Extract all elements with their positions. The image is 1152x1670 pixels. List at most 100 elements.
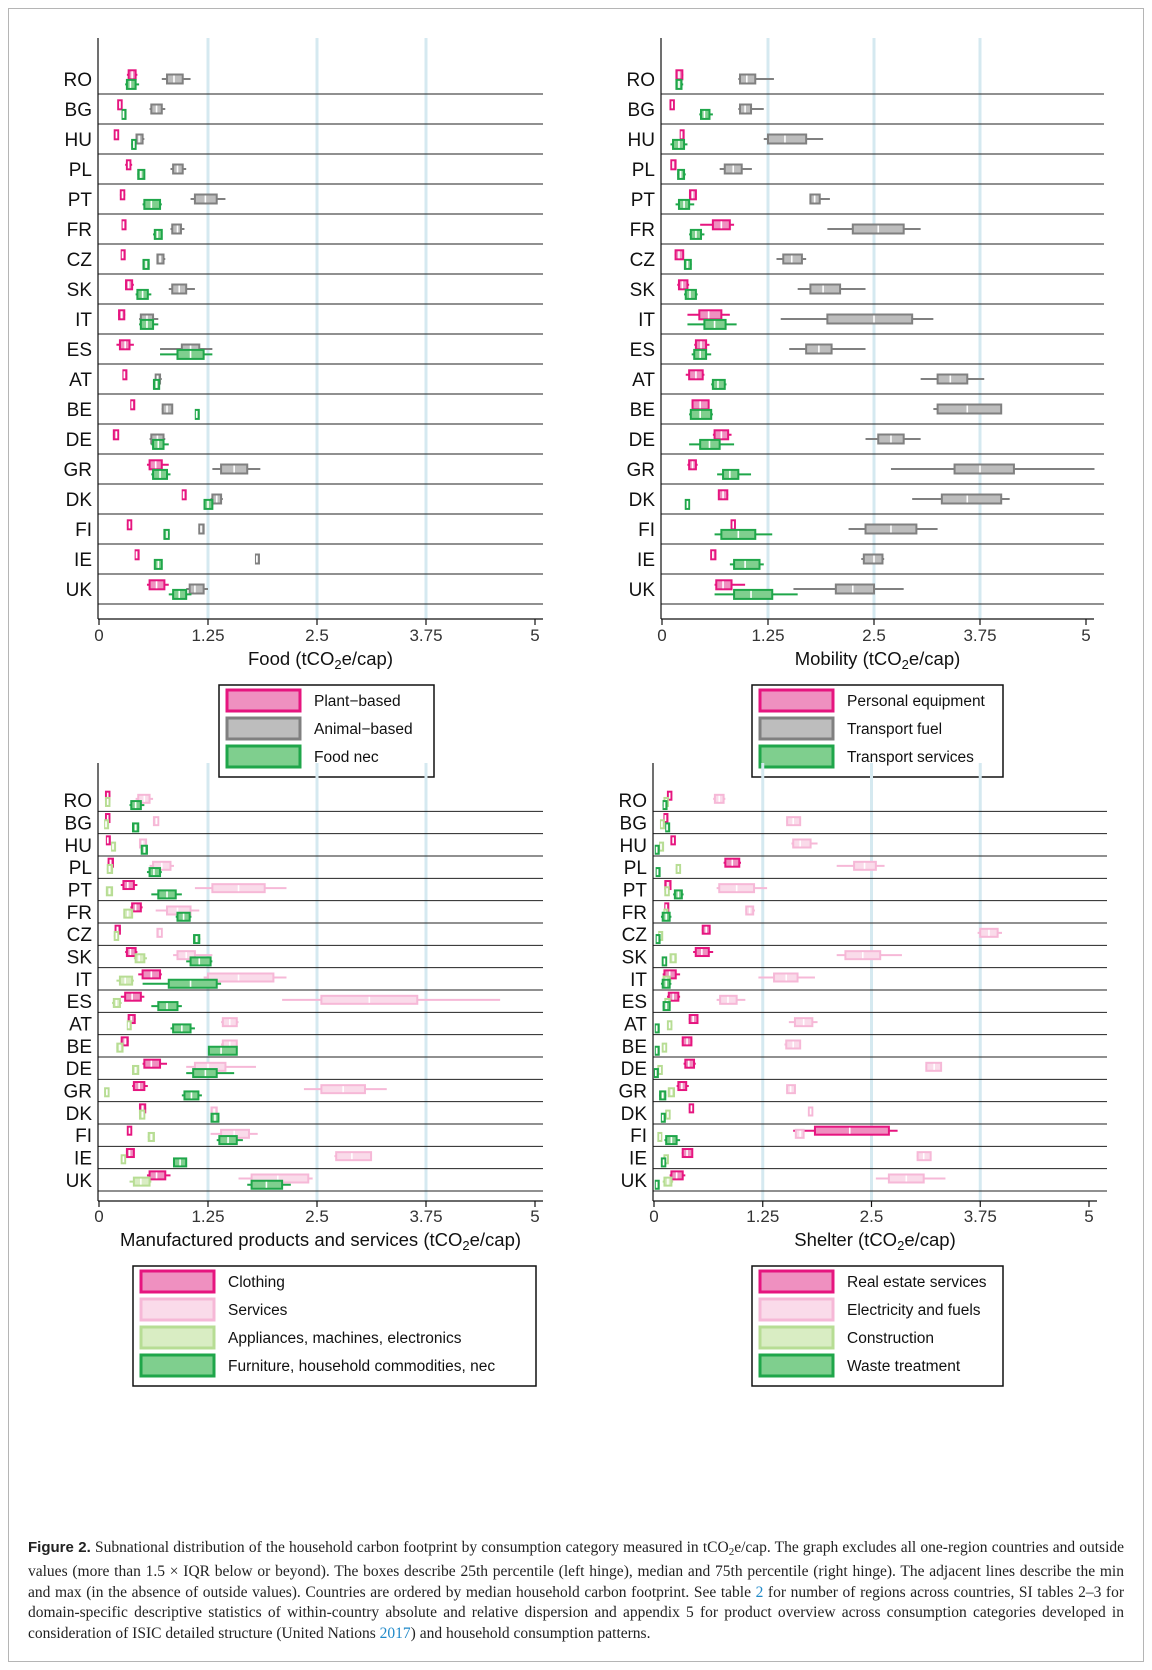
country-label: BG xyxy=(65,814,92,835)
country-label: BG xyxy=(628,100,655,121)
box-construction-hu xyxy=(659,841,665,852)
box-furniture-household-commodities-nec-de xyxy=(186,1068,235,1079)
country-label: IE xyxy=(637,550,655,571)
country-label: FR xyxy=(622,903,647,924)
country-label: BE xyxy=(630,400,655,421)
box-personal-equipment-ro xyxy=(675,69,684,81)
box-waste-treatment-be xyxy=(654,1045,660,1056)
legend-swatch xyxy=(758,716,835,741)
box-animal-based-pl xyxy=(170,163,187,175)
legend-label: Food nec xyxy=(314,749,379,766)
box-real-estate-services-hu xyxy=(670,835,676,846)
box xyxy=(722,468,740,480)
box-clothing-it xyxy=(138,969,162,980)
country-label: CZ xyxy=(67,925,93,946)
box-transport-fuel-be xyxy=(933,403,1003,415)
box-plant-based-de xyxy=(112,429,120,441)
box-waste-treatment-bg xyxy=(665,822,671,833)
box-services-be xyxy=(221,1039,238,1050)
legend-swatch xyxy=(758,1269,835,1294)
box xyxy=(715,579,733,591)
box xyxy=(684,288,697,300)
box xyxy=(809,283,842,295)
country-label: GR xyxy=(627,460,656,481)
box-personal-equipment-at xyxy=(685,369,705,381)
box-clothing-fr xyxy=(130,902,143,913)
box xyxy=(739,73,757,85)
box xyxy=(171,223,182,235)
box-furniture-household-commodities-nec-sk xyxy=(186,956,213,967)
box-transport-fuel-gr xyxy=(890,463,1095,475)
legend-label: Animal−based xyxy=(314,721,413,738)
box-personal-equipment-pl xyxy=(670,159,677,171)
box-services-es xyxy=(282,994,501,1005)
box-services-pt xyxy=(194,883,287,894)
box-construction-sk xyxy=(669,953,677,964)
box xyxy=(157,1001,179,1012)
caption-citation-link[interactable]: 2017 xyxy=(379,1624,411,1642)
country-label: PT xyxy=(631,190,656,211)
box-waste-treatment-pl xyxy=(655,867,661,878)
box-clothing-de xyxy=(142,1058,168,1069)
box-transport-services-bg xyxy=(699,108,713,120)
box-electricity-and-fuels-at xyxy=(788,1017,818,1028)
box-plant-based-pl xyxy=(125,159,133,171)
country-label: GR xyxy=(619,1082,648,1103)
country-label: CZ xyxy=(67,250,93,271)
box-personal-equipment-de xyxy=(712,429,732,441)
box xyxy=(677,279,689,291)
legend-swatch xyxy=(139,1269,216,1294)
box xyxy=(733,558,761,570)
x-axis-title: Food (tCO2e/cap) xyxy=(248,648,393,672)
box-personal-equipment-uk xyxy=(714,579,746,591)
box-clothing-gr xyxy=(132,1081,148,1092)
x-tick-label: 5 xyxy=(530,626,539,645)
box-waste-treatment-es xyxy=(662,1001,671,1012)
box-real-estate-services-ie xyxy=(681,1148,694,1159)
box-transport-fuel-bg xyxy=(738,103,764,115)
x-tick-label: 0 xyxy=(649,1207,658,1226)
country-label: ES xyxy=(622,992,647,1013)
country-label: DK xyxy=(66,1104,93,1125)
box-real-estate-services-ro xyxy=(666,790,673,801)
box-animal-based-bg xyxy=(149,103,166,115)
x-tick-label: 5 xyxy=(1084,1207,1093,1226)
box-real-estate-services-dk xyxy=(688,1103,695,1114)
box-food-nec-fi xyxy=(163,528,170,540)
country-label: BG xyxy=(65,100,92,121)
country-label: ES xyxy=(630,340,655,361)
x-axis-title: Manufactured products and services (tCO2… xyxy=(120,1229,521,1253)
box-food-nec-de xyxy=(151,438,169,450)
box xyxy=(940,493,1003,505)
country-label: HU xyxy=(65,836,92,857)
country-label: SK xyxy=(630,280,656,301)
legend-label: Personal equipment xyxy=(847,693,986,710)
box-food-nec-it xyxy=(139,318,159,330)
box-furniture-household-commodities-nec-ro xyxy=(129,800,145,811)
box-plant-based-gr xyxy=(146,459,169,471)
box-plant-based-fi xyxy=(126,519,133,531)
box-food-nec-pl xyxy=(137,168,146,180)
box-services-sk xyxy=(173,950,213,961)
box-waste-treatment-at xyxy=(654,1023,660,1034)
caption-text-4: ) and household consumption patterns. xyxy=(410,1624,651,1642)
country-label: IE xyxy=(629,1149,647,1170)
country-label: PT xyxy=(68,190,93,211)
box-waste-treatment-ie xyxy=(660,1157,667,1168)
legend-label: Transport fuel xyxy=(847,721,942,738)
country-label: CZ xyxy=(622,925,648,946)
box-electricity-and-fuels-uk xyxy=(875,1173,946,1184)
box-transport-fuel-ie xyxy=(861,553,885,565)
country-label: ES xyxy=(67,340,92,361)
box-furniture-household-commodities-nec-ie xyxy=(172,1157,188,1168)
country-label: PT xyxy=(68,881,93,902)
country-label: AT xyxy=(69,370,92,391)
country-label: IT xyxy=(630,970,647,991)
box-plant-based-fr xyxy=(121,219,127,231)
box-appliances-machines-electronics-dk xyxy=(138,1109,146,1120)
country-label: ES xyxy=(67,992,92,1013)
legend-swatch xyxy=(758,744,835,769)
caption-table-link[interactable]: 2 xyxy=(755,1583,764,1601)
box-food-nec-bg xyxy=(121,108,127,120)
